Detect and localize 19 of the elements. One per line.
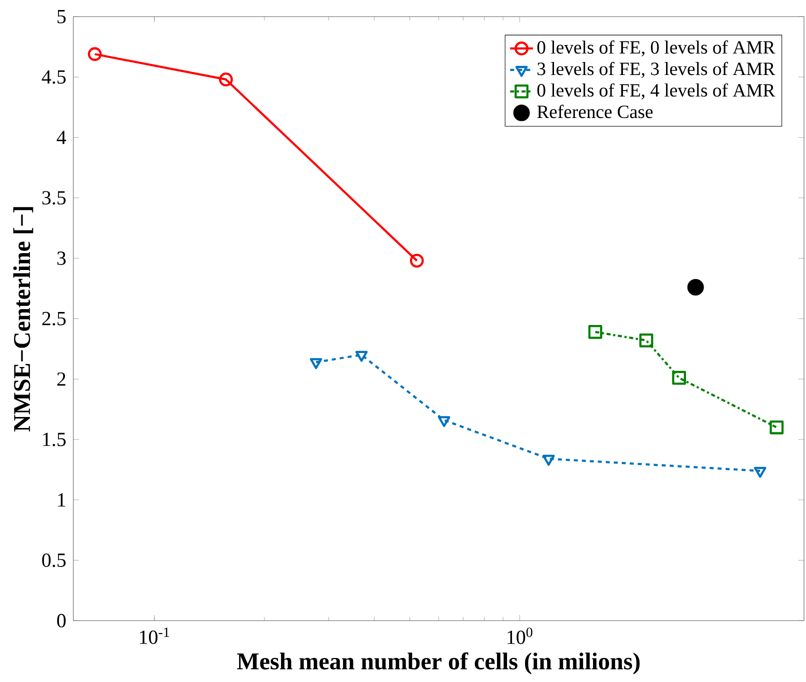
y-tick-label: 0 <box>57 614 66 628</box>
y-tick-label: 3.5 <box>42 191 66 205</box>
y-tick-label: 0.5 <box>42 553 66 568</box>
y-tick-label: 5 <box>58 10 66 24</box>
y-axis-title: NMSE−Centerline [−] <box>13 207 34 432</box>
y-tick-label: 2.5 <box>42 312 66 326</box>
legend-label: Reference Case <box>537 104 653 118</box>
x-tick-label: 10$^{-1}$ <box>140 628 170 644</box>
y-tick-label: 3 <box>57 252 66 265</box>
legend-label: 0 levels of FE, 4 levels of AMR <box>537 83 776 100</box>
x-tick-label: 10$^{0}$ <box>508 628 532 644</box>
y-tick-label: 1 <box>58 493 66 506</box>
y-tick-label: 2 <box>57 372 66 386</box>
y-tick-label: 4 <box>56 130 66 144</box>
y-tick-label: 1.5 <box>43 432 66 446</box>
legend-label: 3 levels of FE, 3 levels of AMR <box>538 62 776 78</box>
x-axis-title: Mesh mean number of cells (in milions) <box>237 652 640 674</box>
legend-label: 0 levels of FE, 0 levels of AMR <box>537 40 776 56</box>
y-tick-label: 4.5 <box>42 70 66 84</box>
